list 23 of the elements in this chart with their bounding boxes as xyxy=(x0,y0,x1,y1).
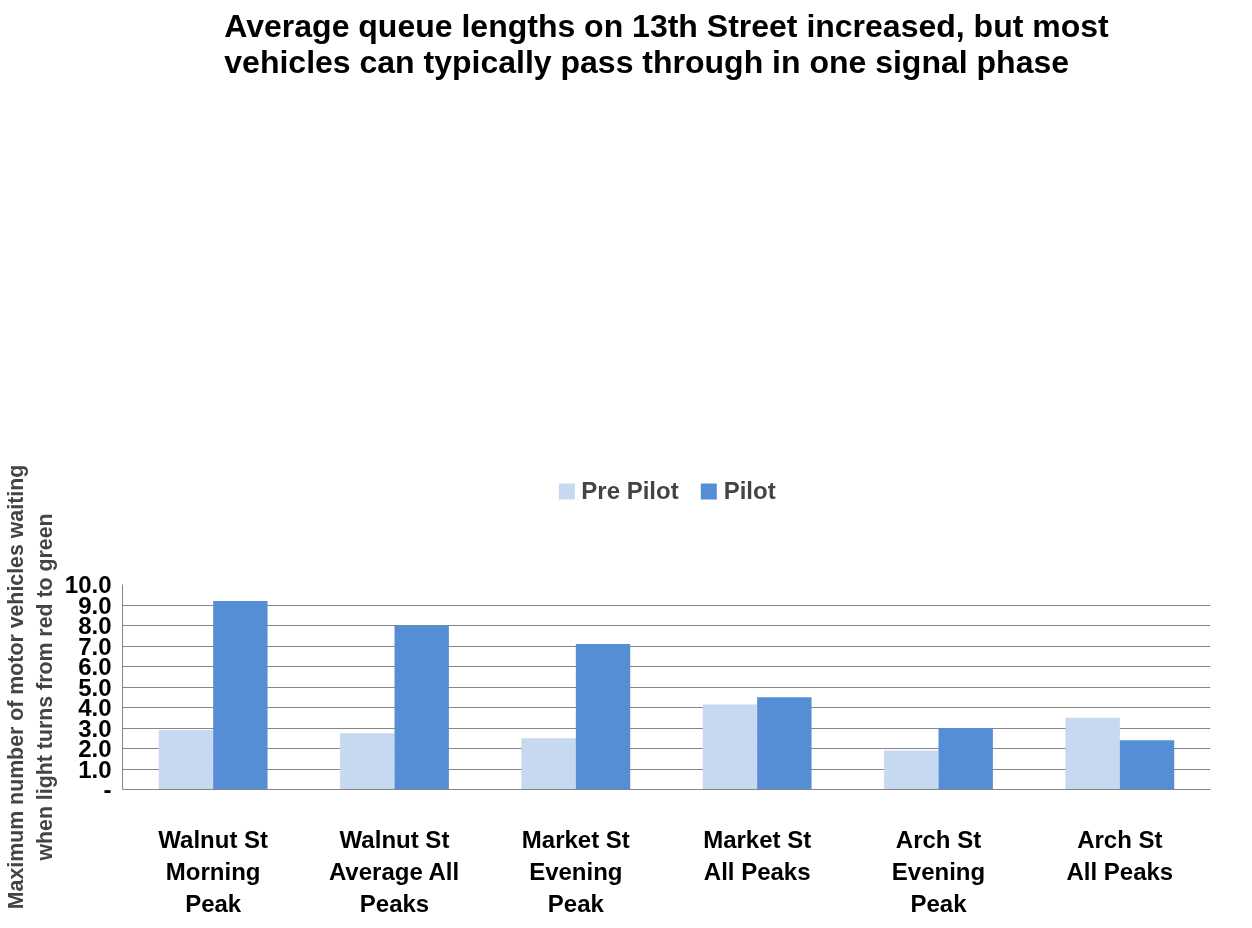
x-tick-label: Walnut St Average All Peaks xyxy=(328,825,460,918)
chart-title: Average queue lengths on 13th Street increased, but most vehicles can typically pass through in one signal phase xyxy=(224,7,1110,80)
bar xyxy=(213,600,268,790)
x-tick-label: Walnut St Morning Peak xyxy=(158,825,269,918)
y-tick-label: 10.0 xyxy=(64,571,112,598)
bar xyxy=(1119,740,1175,790)
legend-label: Pre Pilot xyxy=(581,477,679,506)
legend-label: Pilot xyxy=(723,477,776,506)
y-axis-title: Maximum number of motor vehicles waiting when light turns from red to green xyxy=(3,464,57,910)
x-tick-label: Arch St All Peaks xyxy=(1066,825,1174,885)
x-tick-label: Market St All Peaks xyxy=(703,825,812,885)
bar xyxy=(158,730,214,790)
x-tick-label: Arch St Evening Peak xyxy=(891,825,986,918)
x-tick-label: Market St Evening Peak xyxy=(521,825,630,918)
bar xyxy=(1065,717,1120,790)
bar xyxy=(938,728,993,790)
bar xyxy=(757,697,812,790)
bar xyxy=(521,738,576,790)
bar xyxy=(702,704,758,790)
bar xyxy=(340,733,395,790)
bar xyxy=(884,750,939,790)
bar xyxy=(394,625,449,790)
bar xyxy=(575,643,631,790)
